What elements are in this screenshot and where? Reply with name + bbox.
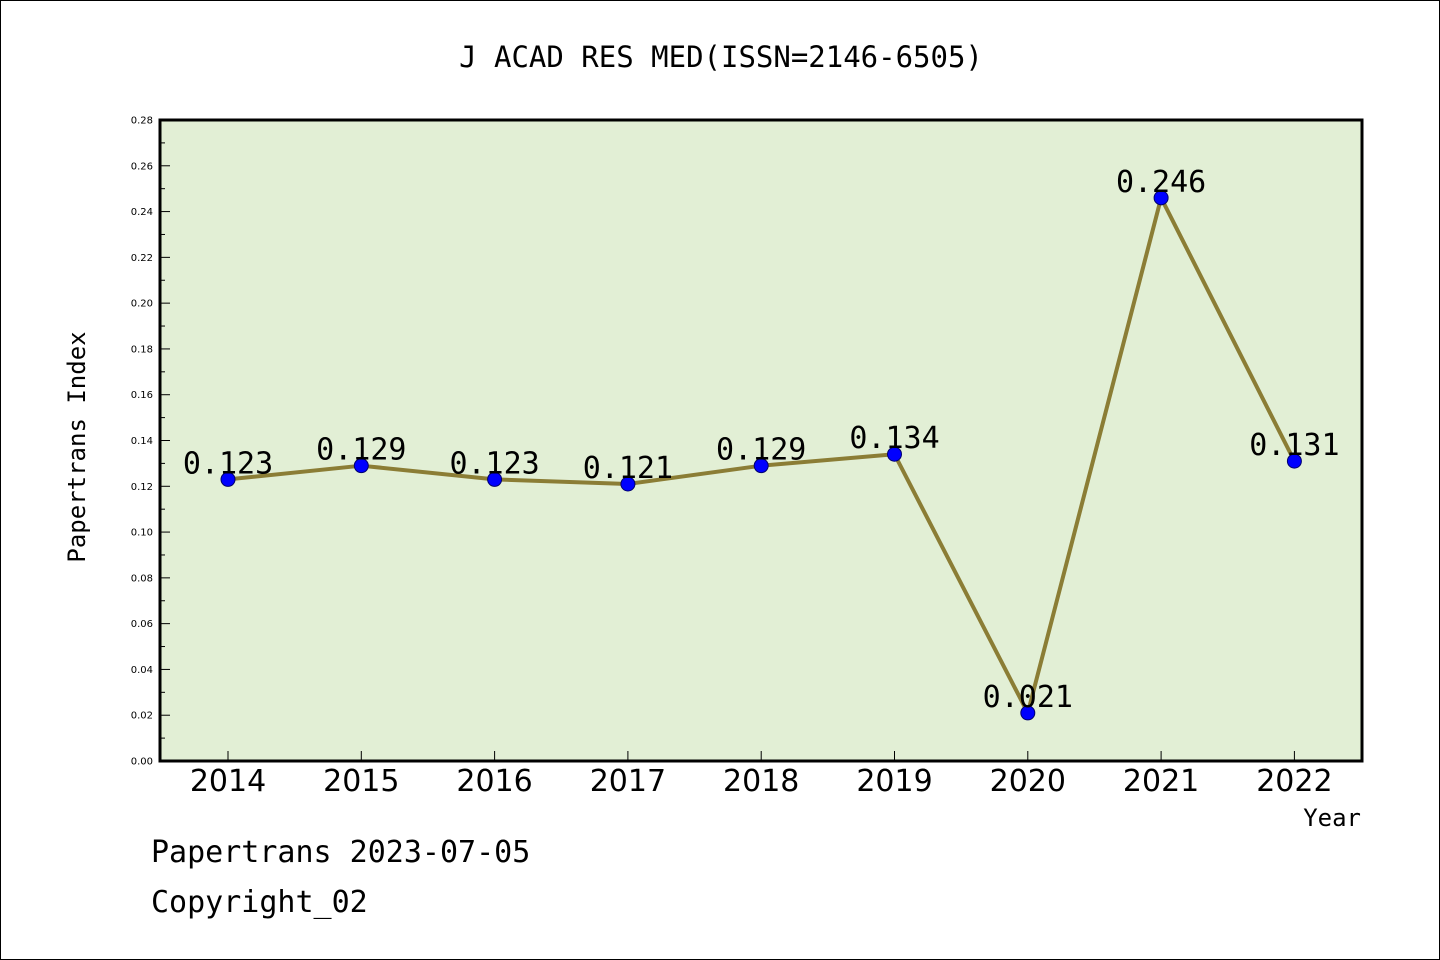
series-layer: 0.123 0.129 0.123 0.121 0.129 0.134 0.021 0.246… bbox=[183, 165, 1340, 721]
y-tick-label: 0.22 bbox=[131, 253, 153, 264]
x-tick-label: 2022 bbox=[1256, 764, 1332, 799]
x-tick-label: 2014 bbox=[190, 764, 266, 799]
y-tick-label: 0.10 bbox=[131, 528, 153, 539]
data-point bbox=[887, 446, 902, 462]
data-label: 0.123 bbox=[449, 446, 539, 481]
data-point bbox=[1286, 453, 1302, 469]
x-axis: 2014 2015 2016 2017 2018 2019 2020 2021 2022 bbox=[190, 751, 1333, 799]
x-tick-label: 2015 bbox=[323, 764, 399, 799]
y-tick-label: 0.00 bbox=[131, 757, 153, 768]
footer-date-text: Papertrans 2023-07-05 bbox=[151, 835, 531, 870]
y-tick-label: 0.28 bbox=[131, 116, 153, 127]
data-point bbox=[353, 458, 369, 474]
y-tick-label: 0.18 bbox=[131, 344, 153, 355]
data-point bbox=[220, 471, 236, 487]
y-tick-label: 0.02 bbox=[131, 711, 153, 722]
y-axis-label: Papertrans Index bbox=[63, 331, 91, 562]
data-label: 0.123 bbox=[183, 446, 273, 481]
x-tick-label: 2019 bbox=[856, 764, 932, 799]
data-label: 0.121 bbox=[583, 451, 673, 486]
plot-area bbox=[160, 120, 1362, 761]
x-tick-label: 2021 bbox=[1123, 764, 1199, 799]
y-tick-label: 0.12 bbox=[131, 482, 153, 493]
footer-copyright-text: Copyright_02 bbox=[151, 885, 368, 920]
data-point bbox=[1020, 705, 1036, 721]
x-tick-label: 2016 bbox=[456, 764, 532, 799]
x-tick-label: 2018 bbox=[723, 764, 799, 799]
x-axis-label: Year bbox=[1303, 804, 1361, 832]
y-axis: 0.00 0.02 0.04 0.06 0.08 0.10 0.12 0.14 0.16 0.18… bbox=[131, 116, 170, 768]
data-point bbox=[753, 458, 769, 474]
y-tick-label: 0.16 bbox=[131, 390, 153, 401]
y-tick-label: 0.14 bbox=[131, 436, 153, 447]
data-label: 0.134 bbox=[849, 421, 939, 456]
data-label: 0.129 bbox=[316, 433, 406, 468]
x-tick-label: 2017 bbox=[590, 764, 666, 799]
x-tick-label: 2020 bbox=[990, 764, 1066, 799]
data-point bbox=[620, 476, 636, 492]
y-tick-label: 0.26 bbox=[131, 161, 153, 172]
data-label: 0.131 bbox=[1249, 428, 1339, 463]
y-tick-label: 0.24 bbox=[131, 207, 153, 218]
data-label: 0.021 bbox=[983, 680, 1073, 715]
chart-title: J ACAD RES MED(ISSN=2146-6505) bbox=[459, 40, 983, 74]
data-point bbox=[1153, 190, 1169, 206]
y-tick-label: 0.20 bbox=[131, 299, 153, 310]
plot-border bbox=[158, 118, 1364, 763]
data-label: 0.246 bbox=[1116, 165, 1206, 200]
y-tick-label: 0.08 bbox=[131, 573, 153, 584]
data-label: 0.129 bbox=[716, 433, 806, 468]
data-point bbox=[487, 471, 503, 487]
y-tick-label: 0.06 bbox=[131, 619, 153, 630]
y-tick-label: 0.04 bbox=[131, 665, 153, 676]
